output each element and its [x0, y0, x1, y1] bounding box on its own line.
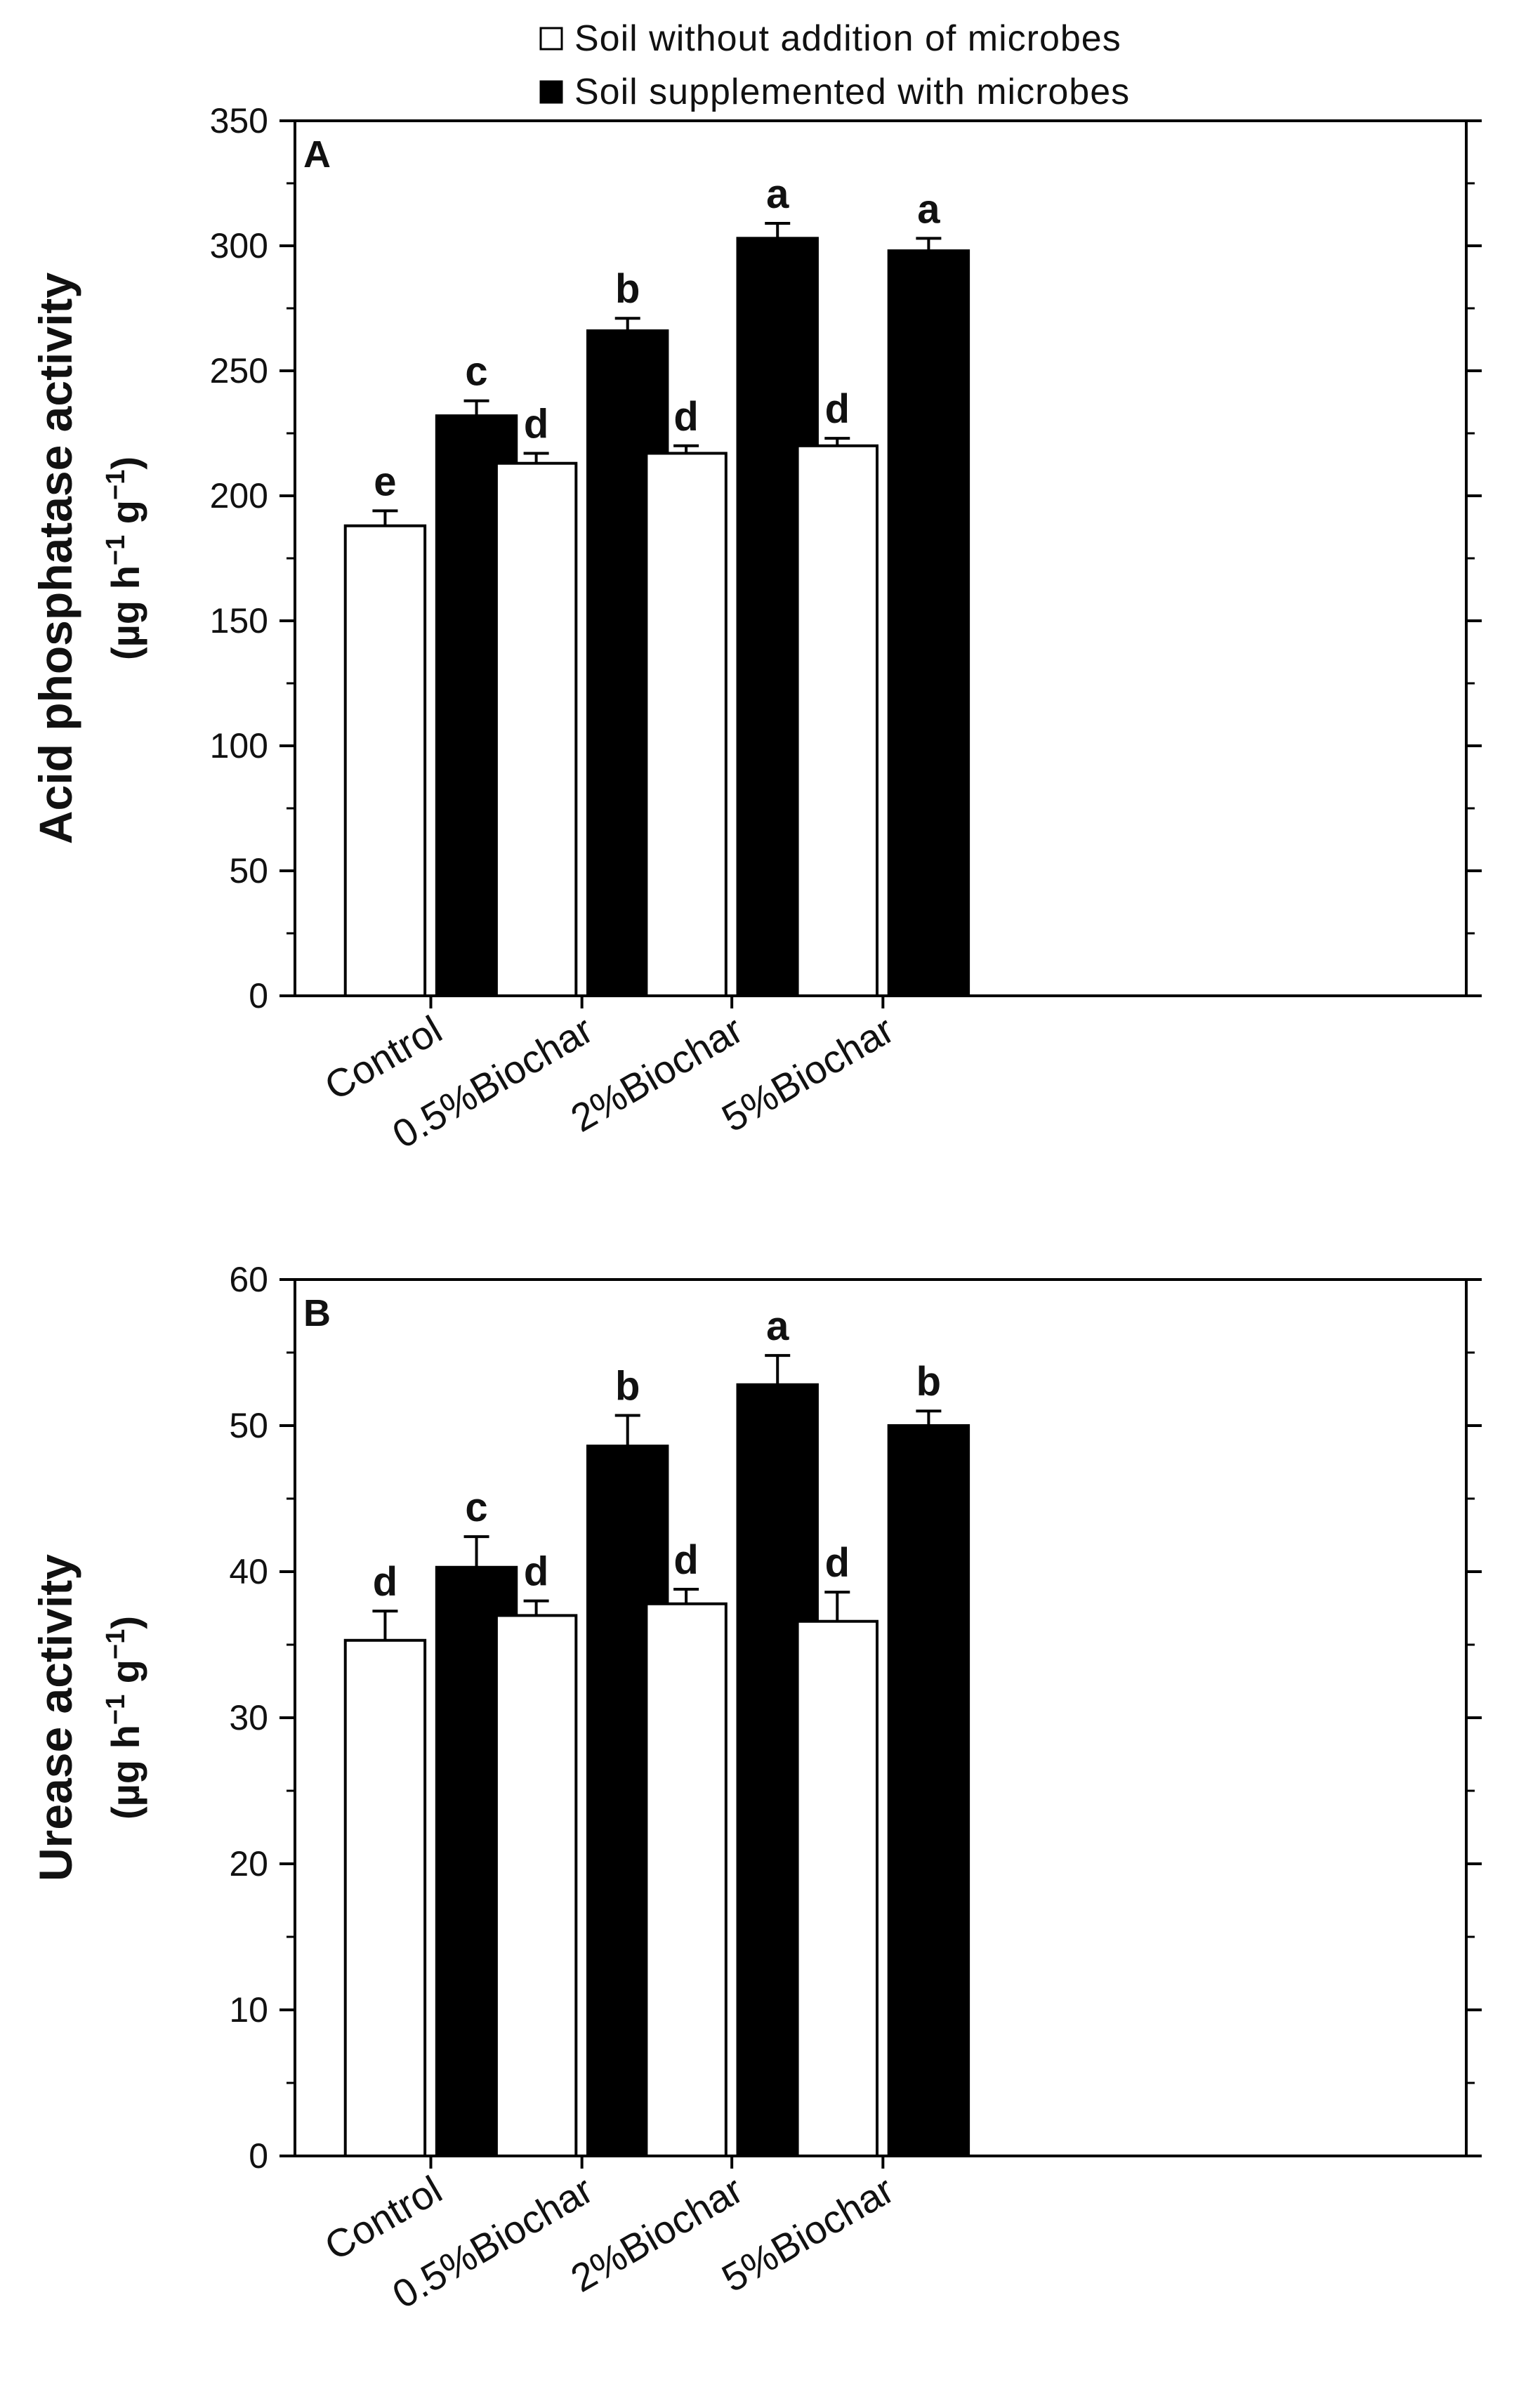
bar-open — [645, 452, 728, 997]
y-axis-unit-part: (µg h — [103, 565, 147, 660]
significance-letter: a — [766, 1303, 789, 1349]
y-tick-label: 150 — [210, 601, 268, 640]
y-tick-label: 60 — [229, 1260, 268, 1299]
y-axis-title: Urease activity — [29, 1554, 81, 1881]
bar-open — [796, 444, 878, 997]
y-tick-label: 350 — [210, 101, 268, 140]
bar-open — [494, 1614, 578, 2157]
significance-letter: d — [673, 1537, 698, 1583]
bar-filled — [887, 1424, 970, 2157]
significance-letter: b — [615, 266, 640, 312]
x-category-label: 5%Biochar — [714, 2167, 901, 2301]
y-axis-unit-part: ) — [103, 1616, 147, 1629]
significance-letter: d — [373, 1559, 397, 1605]
y-tick-label: 100 — [210, 726, 268, 765]
significance-letter: a — [766, 171, 789, 217]
significance-letter: d — [524, 401, 548, 447]
chart-panel-a: 0 50 100 150 200 250 300 350 A Acid phosphatase a… — [29, 101, 1482, 1157]
significance-letter: c — [465, 1485, 487, 1530]
bar-open — [494, 461, 578, 997]
legend-swatch-open — [539, 27, 563, 51]
bar-open — [796, 1619, 878, 2157]
y-tick-label: 0 — [249, 2136, 268, 2176]
x-category-label: 2%Biochar — [563, 2167, 750, 2301]
y-tick-label: 30 — [229, 1698, 268, 1737]
legend-label-filled: Soil supplemented with microbes — [574, 72, 1130, 112]
significance-letter: c — [465, 349, 487, 395]
significance-letter: e — [374, 459, 396, 504]
y-tick-label: 50 — [229, 851, 268, 890]
bar-open — [343, 524, 427, 997]
significance-letter: d — [825, 1540, 850, 1586]
y-axis-unit-superscript: −1 — [101, 1695, 131, 1725]
significance-letter: d — [825, 386, 850, 432]
y-axis-unit-part: ) — [103, 456, 147, 470]
significance-letter: d — [673, 394, 698, 440]
y-axis-unit-part: g — [103, 500, 147, 535]
y-tick-label: 20 — [229, 1844, 268, 1883]
significance-letter: b — [916, 1359, 941, 1405]
significance-letter: d — [524, 1549, 548, 1595]
significance-letter: b — [615, 1363, 640, 1409]
y-axis-unit: (µg h−1 g−1) — [101, 1616, 147, 1820]
bar-open — [343, 1638, 427, 2157]
y-tick-label: 250 — [210, 351, 268, 390]
bar-open — [645, 1602, 728, 2157]
legend-swatch-filled — [539, 80, 563, 104]
y-axis-unit-part: g — [103, 1659, 147, 1695]
y-axis-title: Acid phosphatase activity — [29, 272, 81, 845]
significance-letter: a — [917, 186, 940, 232]
legend: Soil without addition of microbes Soil s… — [539, 18, 1130, 112]
y-axis-unit-superscript: −1 — [101, 1629, 131, 1659]
x-category-label: 2%Biochar — [563, 1007, 750, 1140]
y-axis-unit-superscript: −1 — [101, 470, 131, 500]
y-axis-unit-superscript: −1 — [101, 535, 131, 565]
x-category-label: 5%Biochar — [714, 1007, 901, 1140]
panel-label: B — [303, 1292, 331, 1334]
y-axis-unit: (µg h−1 g−1) — [101, 456, 147, 660]
y-tick-label: 50 — [229, 1406, 268, 1445]
y-axis-unit-part: (µg h — [103, 1725, 147, 1820]
y-tick-label: 0 — [249, 976, 268, 1015]
panel-label: A — [303, 133, 331, 176]
y-tick-label: 40 — [229, 1552, 268, 1591]
legend-label-open: Soil without addition of microbes — [574, 18, 1121, 59]
y-tick-label: 300 — [210, 226, 268, 265]
y-tick-label: 10 — [229, 1990, 268, 2030]
y-tick-label: 200 — [210, 476, 268, 515]
bar-filled — [887, 249, 970, 997]
